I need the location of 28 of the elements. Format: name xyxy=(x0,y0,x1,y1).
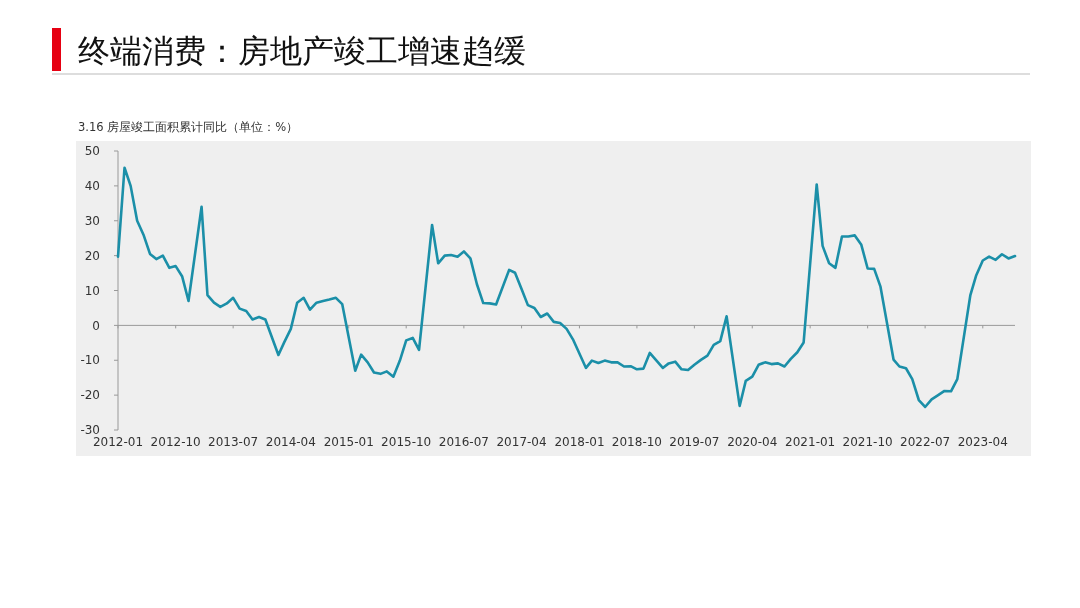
y-tick-label: 20 xyxy=(84,248,100,263)
x-tick-label: 2021-10 xyxy=(842,435,893,449)
x-tick-label: 2018-01 xyxy=(554,435,605,449)
y-tick-label: 40 xyxy=(84,179,100,194)
x-tick-label: 2016-07 xyxy=(438,435,489,449)
x-tick-label: 2014-04 xyxy=(265,435,316,449)
x-tick-label: 2022-07 xyxy=(900,435,951,449)
x-tick-label: 2018-10 xyxy=(611,435,662,449)
x-tick-label: 2015-10 xyxy=(381,435,432,449)
y-tick-label: -10 xyxy=(80,353,100,368)
chart-title: 终端消费：房地产竣工增速趋缓 xyxy=(78,32,526,70)
line-series xyxy=(116,166,1017,409)
y-tick-label: 0 xyxy=(92,318,100,333)
y-tick-label: -30 xyxy=(80,423,100,438)
x-tick-label: 2015-01 xyxy=(323,435,374,449)
y-tick-label: 10 xyxy=(84,283,100,298)
x-tick-label: 2013-07 xyxy=(208,435,259,449)
x-tick-label: 2020-04 xyxy=(727,435,778,449)
y-tick-label: 50 xyxy=(84,144,100,159)
x-tick-label: 2012-01 xyxy=(92,435,144,449)
y-tick-label: -20 xyxy=(80,388,100,403)
x-tick-label: 2023-04 xyxy=(957,435,1008,449)
x-tick-label: 2021-01 xyxy=(785,435,836,449)
x-tick-label: 2012-10 xyxy=(150,435,201,449)
y-tick-label: 30 xyxy=(84,213,100,228)
chart-subtitle: 3.16 房屋竣工面积累计同比（单位：%） xyxy=(78,120,299,134)
x-tick-label: 2017-04 xyxy=(496,435,547,449)
x-tick-label: 2019-07 xyxy=(669,435,720,449)
